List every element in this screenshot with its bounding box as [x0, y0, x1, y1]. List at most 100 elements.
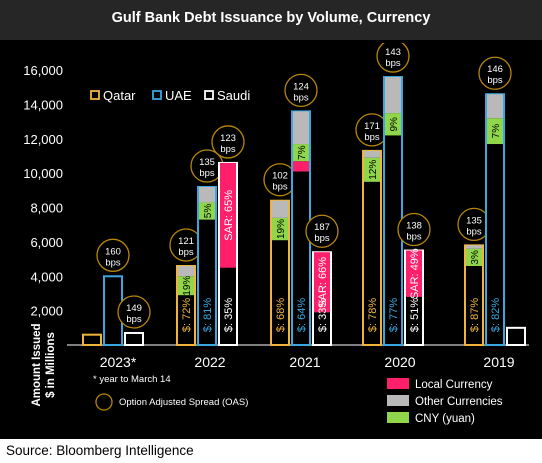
- segment-cny: [293, 144, 309, 162]
- y-tick-label: 14,000: [23, 98, 63, 113]
- oas-unit: bps: [199, 168, 215, 179]
- segment-other-currencies: [364, 150, 380, 158]
- x-category-label: 2019: [483, 354, 514, 370]
- bar-saudi: [124, 331, 144, 346]
- bar-qatar: [82, 333, 102, 347]
- segment-cny: [199, 202, 215, 220]
- usd-share-label: $: 68%: [275, 298, 287, 332]
- y-tick-label: 4,000: [30, 269, 63, 284]
- usd-share-label: $: 64%: [296, 298, 308, 332]
- oas-legend-icon: [95, 393, 113, 411]
- oas-bubble: [117, 295, 151, 329]
- segment-cny: [364, 157, 380, 182]
- oas-unit: bps: [220, 144, 236, 155]
- x-category-label: 2021: [289, 354, 320, 370]
- segment-label: 9%: [389, 117, 400, 132]
- legend-swatch-saudi: [204, 90, 214, 100]
- chart-area: 2,000 4,000 6,000 8,000 10,000 12,000 14,000 16…: [7, 39, 535, 435]
- oas-unit: bps: [126, 314, 142, 325]
- segment-label: SAR: 49%: [409, 248, 421, 299]
- usd-share-label: $: 77%: [388, 298, 400, 332]
- legend-label: CNY (yuan): [415, 413, 475, 425]
- oas-value: 146: [487, 64, 503, 75]
- segment-label: 19%: [276, 219, 287, 239]
- segment-label: SAR: 65%: [223, 190, 235, 241]
- oas-value: 149: [126, 303, 142, 314]
- segment-other-currencies: [487, 94, 503, 119]
- segment-other-currencies: [466, 245, 482, 249]
- segment-label: 12%: [368, 160, 379, 180]
- y-tick-label: 12,000: [23, 132, 63, 147]
- segment-local-currency: [220, 162, 236, 268]
- y-tick-label: 6,000: [30, 235, 63, 250]
- oas-bubble: [96, 238, 130, 272]
- legend-label: Other Currencies: [415, 396, 503, 408]
- y-tick-label: 16,000: [23, 63, 63, 78]
- x-category-label: 2023*: [100, 354, 137, 370]
- legend-label: Saudi: [217, 88, 250, 103]
- oas-value: 135: [466, 215, 482, 226]
- y-axis-label: $ in Millions: [45, 332, 57, 398]
- segment-local-currency: [293, 161, 309, 172]
- oas-unit: bps: [385, 58, 401, 69]
- oas-unit: bps: [466, 226, 482, 237]
- legend-swatch-qatar: [90, 90, 100, 100]
- x-category-label: 2020: [384, 354, 415, 370]
- usd-share-label: $: 72%: [181, 298, 193, 332]
- segment-other-currencies: [293, 111, 309, 145]
- footnote: * year to March 14: [93, 374, 171, 385]
- y-tick-label: 8,000: [30, 201, 63, 216]
- legend-label: UAE: [165, 88, 192, 103]
- usd-share-label: $: 35%: [223, 298, 235, 332]
- segment-cny: [178, 276, 194, 296]
- oas-unit: bps: [406, 232, 422, 243]
- legend-swatch-local-currency: [387, 378, 409, 389]
- segment-label: 7%: [297, 145, 308, 160]
- oas-unit: bps: [293, 92, 309, 103]
- segment-cny: [272, 217, 288, 241]
- oas-value: 143: [385, 47, 401, 58]
- oas-value: 123: [220, 133, 236, 144]
- segment-local-currency: [314, 252, 330, 313]
- oas-value: 102: [272, 171, 288, 182]
- oas-unit: bps: [105, 257, 121, 268]
- legend-swatch-cny: [387, 412, 409, 423]
- segment-cny: [385, 113, 401, 136]
- y-axis-label: Amount Issued: [31, 323, 43, 406]
- oas-bubble: [478, 56, 512, 90]
- oas-value: 187: [314, 222, 330, 233]
- y-tick-label: 2,000: [30, 304, 63, 319]
- usd-share-label: $: 82%: [490, 298, 502, 332]
- oas-value: 124: [293, 81, 309, 92]
- usd-share-label: $: 87%: [469, 298, 481, 332]
- segment-other-currencies: [178, 265, 194, 277]
- legend-label: Local Currency: [415, 379, 493, 391]
- oas-unit: bps: [364, 132, 380, 143]
- segment-cny: [487, 118, 503, 145]
- oas-bubble: [284, 73, 318, 108]
- usd-share-label: $: 81%: [202, 298, 214, 332]
- usd-share-label: $: 33%: [317, 298, 329, 332]
- y-tick-label: 10,000: [23, 166, 63, 181]
- legend-swatch-uae: [152, 90, 162, 100]
- usd-share-label: $: 78%: [367, 298, 379, 332]
- oas-bubble: [397, 212, 431, 247]
- legend-swatch-other-currencies: [387, 395, 409, 406]
- segment-local-currency: [406, 250, 422, 297]
- usd-share-label: $: 51%: [409, 298, 421, 332]
- oas-value: 135: [199, 157, 215, 168]
- oas-legend-label: Option Adjusted Spread (OAS): [119, 397, 248, 408]
- segment-cny: [466, 248, 482, 266]
- chart-svg: 2,000 4,000 6,000 8,000 10,000 12,000 14,000 16…: [23, 39, 531, 425]
- oas-value: 160: [105, 246, 121, 257]
- bar-saudi: [506, 326, 526, 346]
- chart-title: Gulf Bank Debt Issuance by Volume, Curre…: [111, 10, 431, 26]
- segment-label: 3%: [470, 250, 481, 265]
- oas-value: 138: [406, 221, 422, 232]
- oas-unit: bps: [272, 182, 288, 193]
- source-note: Source: Bloomberg Intelligence: [6, 443, 194, 458]
- bar-uae: [485, 93, 505, 347]
- segment-other-currencies: [272, 200, 288, 218]
- source-bar: [0, 439, 542, 463]
- title-bar: [0, 0, 542, 40]
